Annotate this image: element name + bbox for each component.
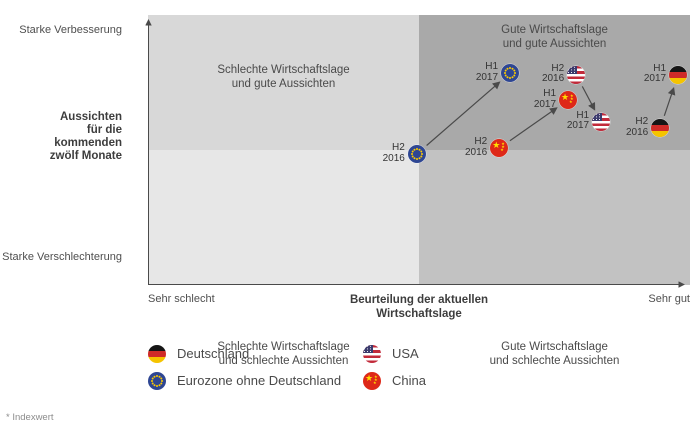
- flag-us-icon: [363, 345, 381, 363]
- marker-label-de-h1-2017: H1 2017: [643, 62, 667, 85]
- y-axis-title: Aussichten für die kommenden zwölf Monat…: [49, 111, 122, 162]
- quadrant-top-right: Gute Wirtschaftslage und gute Aussichten: [419, 15, 690, 150]
- trend-arrow-cn: [509, 107, 558, 142]
- trend-arrow-de: [663, 86, 676, 116]
- legend-label: USA: [392, 346, 419, 361]
- legend-label: Deutschland: [177, 346, 250, 361]
- x-axis-title: Beurteilung der aktuellen Wirtschaftslag…: [349, 294, 489, 320]
- legend-item-china: China: [363, 372, 426, 390]
- x-axis-max-label: Sehr gut: [648, 293, 690, 305]
- marker-de-h1-2017-icon: [669, 65, 688, 84]
- plot-area: Schlechte Wirtschaftslage und gute Aussi…: [145, 15, 690, 367]
- marker-us-h2-2016-icon: [567, 65, 586, 84]
- marker-label-de-h2-2016: H2 2016: [625, 116, 649, 138]
- marker-label-cn-h2-2016: H2 2016: [464, 136, 488, 158]
- x-axis-min-label: Sehr schlecht: [148, 293, 215, 305]
- marker-label-us-h2-2016: H2 2016: [541, 62, 565, 85]
- legend-item-usa: USA: [363, 345, 426, 363]
- quadrant-bottom-right-label: Gute Wirtschaftslage und schlechte Aussi…: [489, 341, 620, 367]
- y-axis-max-label: Starke Verbesserung: [19, 24, 122, 36]
- legend-label: Eurozone ohne Deutschland: [177, 373, 342, 388]
- marker-cn-h2-2016-icon: [490, 139, 509, 158]
- legend: Deutschland Eurozone ohne Deutschland USA C…: [148, 345, 426, 390]
- marker-label-cn-h1-2017: H1 2017: [533, 88, 557, 110]
- marker-de-h2-2016-icon: [651, 119, 670, 138]
- trend-arrows-group: [426, 81, 676, 146]
- legend-item-deutschland: Deutschland: [148, 345, 363, 363]
- legend-label: China: [392, 373, 426, 388]
- trend-arrow-us: [581, 86, 596, 111]
- marker-label-eu-h2-2016: H2 2016: [382, 142, 405, 164]
- legend-item-eurozone-ohne-deutschland: Eurozone ohne Deutschland: [148, 372, 363, 390]
- footnote: * Indexwert: [6, 412, 54, 423]
- marker-cn-h1-2017-icon: [559, 91, 578, 110]
- marker-us-h1-2017-icon: [592, 112, 611, 131]
- quadrant-bottom-left-label: Schlechte Wirtschaftslage und schlechte …: [217, 341, 350, 367]
- quadrant-top-left: Schlechte Wirtschaftslage und gute Aussi…: [148, 15, 419, 150]
- quadrant-top-right-label: Gute Wirtschaftslage und gute Aussichten: [501, 24, 608, 50]
- flag-cn-icon: [363, 372, 381, 390]
- axes-and-arrows: [145, 19, 685, 288]
- quadrant-top-left-label: Schlechte Wirtschaftslage und gute Aussi…: [217, 64, 350, 90]
- y-axis-min-label: Starke Verschlechterung: [2, 251, 122, 263]
- marker-eu-h1-2017-icon: [501, 64, 520, 83]
- quadrant-bottom-right: Gute Wirtschaftslage und schlechte Aussi…: [419, 150, 690, 367]
- quadrant-bottom-left: Schlechte Wirtschaftslage und schlechte …: [148, 150, 419, 367]
- marker-eu-h2-2016-icon: [407, 145, 426, 164]
- marker-label-us-h1-2017: H1 2017: [566, 109, 590, 132]
- marker-label-eu-h1-2017: H1 2017: [475, 61, 499, 83]
- flag-eu-icon: [148, 372, 166, 390]
- flag-de-icon: [148, 345, 166, 363]
- data-points-layer: H2 2016 H1 2017 H2 2016 H1 2017 H2 2016 H1 20…: [148, 15, 690, 285]
- trend-arrow-eu: [426, 81, 501, 146]
